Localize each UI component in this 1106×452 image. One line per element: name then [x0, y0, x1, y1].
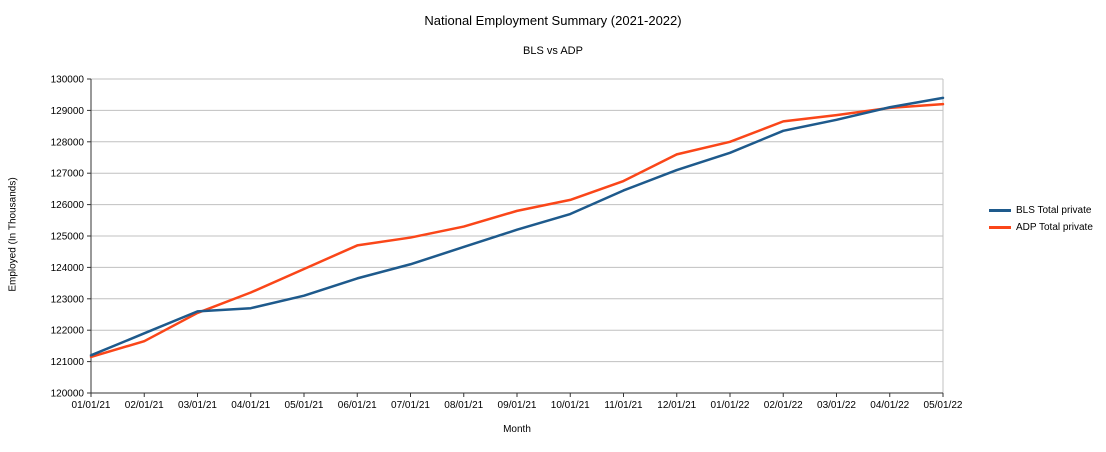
series-line-adp	[89, 102, 945, 359]
x-tick-label: 05/01/22	[924, 400, 963, 411]
x-tick-label: 04/01/21	[231, 400, 270, 411]
legend-label-adp: ADP Total private	[1016, 222, 1093, 233]
x-tick-label: 12/01/21	[657, 400, 696, 411]
x-tick-label: 11/01/21	[604, 400, 643, 411]
y-tick-label: 121000	[51, 357, 85, 368]
x-axis-title: Month	[503, 424, 531, 435]
chart-subtitle: BLS vs ADP	[523, 45, 583, 57]
y-tick-label: 122000	[51, 326, 85, 337]
y-tick-label: 123000	[51, 294, 85, 305]
legend-label-bls: BLS Total private	[1016, 205, 1092, 216]
x-tick-label: 05/01/21	[285, 400, 324, 411]
y-tick-label: 128000	[51, 137, 85, 148]
x-tick-label: 01/01/22	[711, 400, 750, 411]
legend: BLS Total private ADP Total private	[989, 204, 1093, 234]
y-tick-label: 125000	[51, 232, 85, 243]
bls-line-swatch-icon	[989, 209, 1011, 212]
x-tick-label: 03/01/22	[817, 400, 856, 411]
x-tick-label: 06/01/21	[338, 400, 377, 411]
x-tick-label: 02/01/21	[125, 400, 164, 411]
x-tick-label: 04/01/22	[870, 400, 909, 411]
x-tick-label: 08/01/21	[444, 400, 483, 411]
legend-item-bls: BLS Total private	[989, 204, 1093, 217]
x-tick-label: 03/01/21	[178, 400, 217, 411]
y-tick-label: 130000	[51, 75, 85, 86]
legend-item-adp: ADP Total private	[989, 221, 1093, 234]
y-tick-label: 126000	[51, 200, 85, 211]
y-tick-label: 124000	[51, 263, 85, 274]
chart-title: National Employment Summary (2021-2022)	[424, 13, 682, 28]
series-line-bls	[89, 96, 945, 357]
x-tick-label: 10/01/21	[551, 400, 590, 411]
x-tick-label: 07/01/21	[391, 400, 430, 411]
y-tick-label: 127000	[51, 169, 85, 180]
x-tick-label: 09/01/21	[498, 400, 537, 411]
y-tick-label: 129000	[51, 106, 85, 117]
x-tick-label: 01/01/21	[72, 400, 111, 411]
y-tick-label: 120000	[51, 389, 85, 400]
x-tick-label: 02/01/22	[764, 400, 803, 411]
adp-line-swatch-icon	[989, 226, 1011, 229]
